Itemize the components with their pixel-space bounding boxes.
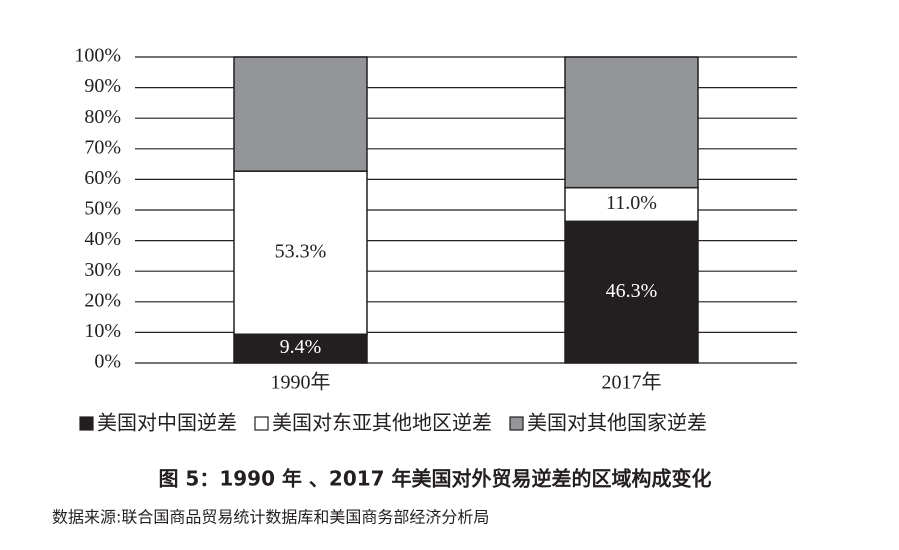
y-tick-label: 100% <box>74 45 121 67</box>
y-tick-label: 0% <box>94 351 121 373</box>
x-tick-label: 2017年 <box>602 371 662 394</box>
legend-label: 美国对东亚其他地区逆差 <box>272 411 492 435</box>
y-tick-label: 80% <box>84 106 121 128</box>
y-tick-label: 40% <box>84 228 121 250</box>
y-tick-label: 20% <box>84 289 121 311</box>
y-tick-label: 10% <box>84 320 121 342</box>
value-label: 11.0% <box>606 192 657 214</box>
legend-swatch <box>509 416 524 431</box>
legend-swatch <box>254 416 269 431</box>
bar-segment <box>564 220 699 364</box>
labels: 1990年 9.4% 53.3% 2017年 46.3% 11.0% 美国对中国逆差 美国对东… <box>79 192 707 435</box>
legend-swatch <box>79 416 94 431</box>
value-label: 53.3% <box>275 240 327 262</box>
y-tick-label: 70% <box>84 136 121 158</box>
chart-title: 图 5：1990 年 、2017 年美国对外贸易逆差的区域构成变化 <box>158 467 711 491</box>
source: 数据来源:联合国商品贸易统计数据库和美国商务部经济分析局 <box>52 508 489 527</box>
y-tick-label: 90% <box>84 75 121 97</box>
bar-segment <box>233 56 368 172</box>
x-tick-label: 1990年 <box>271 371 331 394</box>
bar-segment <box>564 56 699 189</box>
bar-segment <box>233 333 368 364</box>
y-tick-label: 30% <box>84 259 121 281</box>
y-tick-label: 60% <box>84 167 121 189</box>
bar-segment <box>233 170 368 335</box>
y-tick-label: 50% <box>84 198 121 220</box>
value-label: 46.3% <box>606 280 658 302</box>
legend-label: 美国对其他国家逆差 <box>527 411 707 435</box>
legend-label: 美国对中国逆差 <box>97 411 237 435</box>
bars <box>233 56 699 364</box>
value-label: 9.4% <box>280 336 322 358</box>
